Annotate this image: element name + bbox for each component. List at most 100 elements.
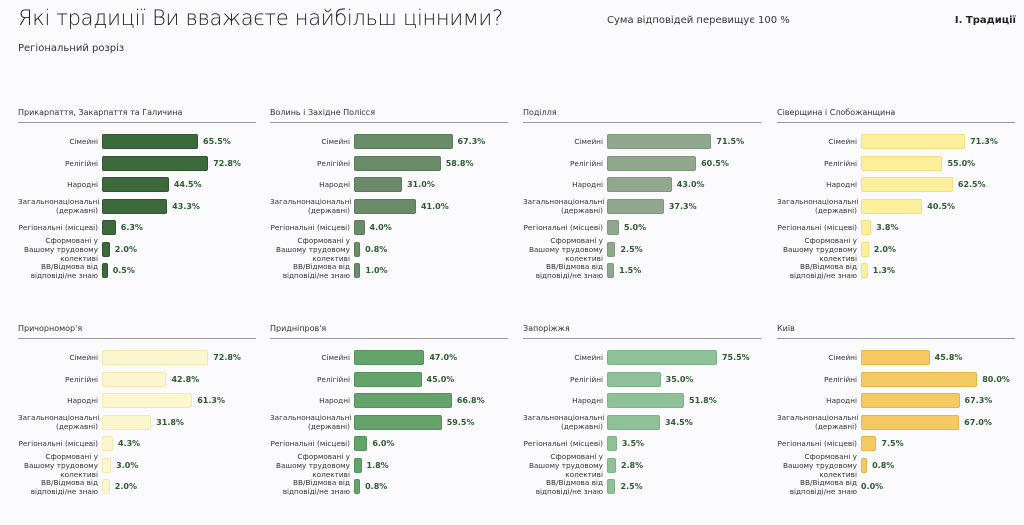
value-label: 51.8% <box>689 396 717 406</box>
value-label: 47.0% <box>429 353 458 363</box>
subtitle: Регіональний розріз <box>18 43 125 54</box>
value-label: 71.3% <box>970 137 998 147</box>
value-label: 2.8% <box>620 460 644 470</box>
bar <box>607 436 617 452</box>
value-label: 59.5% <box>446 417 475 427</box>
value-label: 7.5% <box>881 439 904 449</box>
bar <box>354 263 361 279</box>
category-label: ВВ/Відмова від відповіді/не знаю <box>789 261 857 280</box>
bar <box>354 393 452 409</box>
value-label: 31.0% <box>407 180 435 190</box>
bar-row: Регіональні (місцеві) 3.5% <box>523 433 761 455</box>
category-label: Сімейні <box>828 137 857 147</box>
bar <box>354 177 403 193</box>
category-label: Народні <box>572 180 603 190</box>
category-label: Народні <box>67 180 98 190</box>
bar <box>607 393 684 409</box>
value-label: 0.8% <box>365 482 388 492</box>
bar-row: Регіональні (місцеві) 5.0% <box>523 217 761 239</box>
bar <box>354 220 365 236</box>
value-label: 43.3% <box>172 201 200 211</box>
value-label: 4.0% <box>369 223 392 233</box>
bar-row: Релігійні 45.0% <box>270 369 508 391</box>
category-label: Сімейні <box>321 137 350 147</box>
bar-row: Народні 62.5% <box>777 174 1015 196</box>
bar <box>861 134 966 150</box>
bar-row: Сформовані у Вашому трудовому колективі 3… <box>18 452 256 479</box>
bar-row: Народні 67.3% <box>777 390 1015 412</box>
value-label: 44.5% <box>173 180 202 190</box>
region-panel: Волинь і Західне Полісся Сімейні 67.3% Релі… <box>270 108 508 282</box>
bar-row: ВВ/Відмова від відповіді/не знаю 0.5% <box>18 260 256 282</box>
category-label: ВВ/Відмова від відповіді/не знаю <box>282 261 350 280</box>
bar-row: Народні 44.5% <box>18 174 256 196</box>
value-label: 75.5% <box>721 353 750 363</box>
bar <box>607 479 616 495</box>
bar-row: ВВ/Відмова від відповіді/не знаю 1.0% <box>270 260 508 282</box>
category-label: Загальнонаціональні (державні) <box>18 413 100 432</box>
bar <box>861 371 978 387</box>
bar-row: Регіональні (місцеві) 4.0% <box>270 217 508 239</box>
category-label: ВВ/Відмова від відповіді/не знаю <box>535 477 603 496</box>
bar <box>861 350 930 366</box>
category-label: Регіональні (місцеві) <box>777 439 857 449</box>
value-label: 40.5% <box>927 201 956 211</box>
bar-row: ВВ/Відмова від відповіді/не знаю 0.0% <box>777 476 1015 498</box>
panel-title: Придніпров'я <box>270 324 508 339</box>
bar <box>861 241 869 257</box>
page-title: Які традиції Ви вважаєте найбільш цінним… <box>18 6 503 30</box>
bar-row: Регіональні (місцеві) 6.0% <box>270 433 508 455</box>
panel-title: Запоріжжя <box>523 324 761 339</box>
category-label: ВВ/Відмова від відповіді/не знаю <box>30 477 98 496</box>
bar <box>354 198 416 214</box>
bar-row: Загальнонаціональні (державні) 67.0% <box>777 412 1015 434</box>
value-label: 60.5% <box>701 158 729 168</box>
value-label: 4.3% <box>117 439 141 449</box>
category-label: Сімейні <box>828 353 857 363</box>
bar <box>861 177 953 193</box>
bar-row: Регіональні (місцеві) 6.3% <box>18 217 256 239</box>
value-label: 62.5% <box>957 180 986 190</box>
value-label: 45.8% <box>934 353 963 363</box>
category-label: Сімейні <box>321 353 350 363</box>
bar-row: Сімейні 72.8% <box>18 347 256 369</box>
value-label: 1.3% <box>872 266 895 276</box>
bar <box>861 198 923 214</box>
bar <box>102 350 209 366</box>
region-panel: Поділля Сімейні 71.5% Релігійні 60.5% Народні… <box>523 108 761 282</box>
value-label: 43.0% <box>676 180 705 190</box>
value-label: 72.8% <box>213 353 241 363</box>
region-panel: Запоріжжя Сімейні 75.5% Релігійні 35.0% Народ… <box>523 324 761 498</box>
bar-row: ВВ/Відмова від відповіді/не знаю 2.0% <box>18 476 256 498</box>
value-label: 0.5% <box>112 266 135 276</box>
panel-title: Прикарпаття, Закарпаття та Галичина <box>18 108 256 123</box>
category-label: Загальнонаціональні (державні) <box>777 413 859 432</box>
bar-row: Сімейні 67.3% <box>270 131 508 153</box>
bar-row: Загальнонаціональні (державні) 59.5% <box>270 412 508 434</box>
category-label: Регіональні (місцеві) <box>270 439 350 449</box>
bar <box>102 155 209 171</box>
value-label: 0.8% <box>872 460 895 470</box>
bar-row: Загальнонаціональні (державні) 40.5% <box>777 196 1015 218</box>
bar <box>102 479 110 495</box>
bar <box>607 263 615 279</box>
category-label: ВВ/Відмова від відповіді/не знаю <box>789 477 857 496</box>
value-label: 3.5% <box>621 439 645 449</box>
category-label: Сформовані у Вашому трудовому колективі <box>782 235 857 263</box>
bar <box>102 198 168 214</box>
bar <box>354 436 368 452</box>
region-panel: Сіверщина і Слобожанщина Сімейні 71.3% Релі… <box>777 108 1015 282</box>
category-label: Народні <box>319 180 350 190</box>
bar-row: Народні 31.0% <box>270 174 508 196</box>
bar-row: Сформовані у Вашому трудовому колективі 2… <box>18 236 256 263</box>
bar <box>607 241 616 257</box>
bar-row: Сформовані у Вашому трудовому колективі 2… <box>523 451 761 479</box>
value-label: 71.5% <box>716 137 745 147</box>
category-label: Народні <box>67 396 98 406</box>
bar-row: Сімейні 45.8% <box>777 347 1015 369</box>
category-label: Народні <box>826 396 857 406</box>
bar-row: Релігійні 80.0% <box>777 369 1015 391</box>
region-panel: Причорномор'я Сімейні 72.8% Релігійні 42.8% Н… <box>18 324 256 498</box>
value-label: 1.8% <box>366 460 389 470</box>
category-label: Сформовані у Вашому трудовому колективі <box>528 451 603 479</box>
